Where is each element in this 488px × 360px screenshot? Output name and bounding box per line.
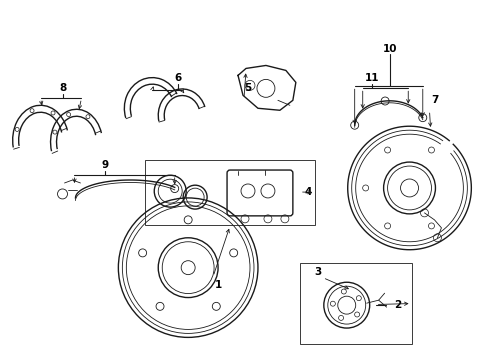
- Bar: [145, 160, 314, 225]
- Text: 1: 1: [214, 280, 221, 289]
- Text: 3: 3: [313, 267, 321, 276]
- Bar: [299, 263, 411, 345]
- Text: 5: 5: [244, 84, 251, 93]
- Text: 11: 11: [364, 73, 378, 84]
- Text: 2: 2: [393, 300, 400, 310]
- Text: 6: 6: [174, 73, 182, 84]
- Text: 4: 4: [304, 187, 311, 197]
- Text: 8: 8: [59, 84, 66, 93]
- Text: 9: 9: [102, 160, 109, 170]
- Text: 7: 7: [430, 95, 437, 105]
- Text: 10: 10: [382, 44, 396, 54]
